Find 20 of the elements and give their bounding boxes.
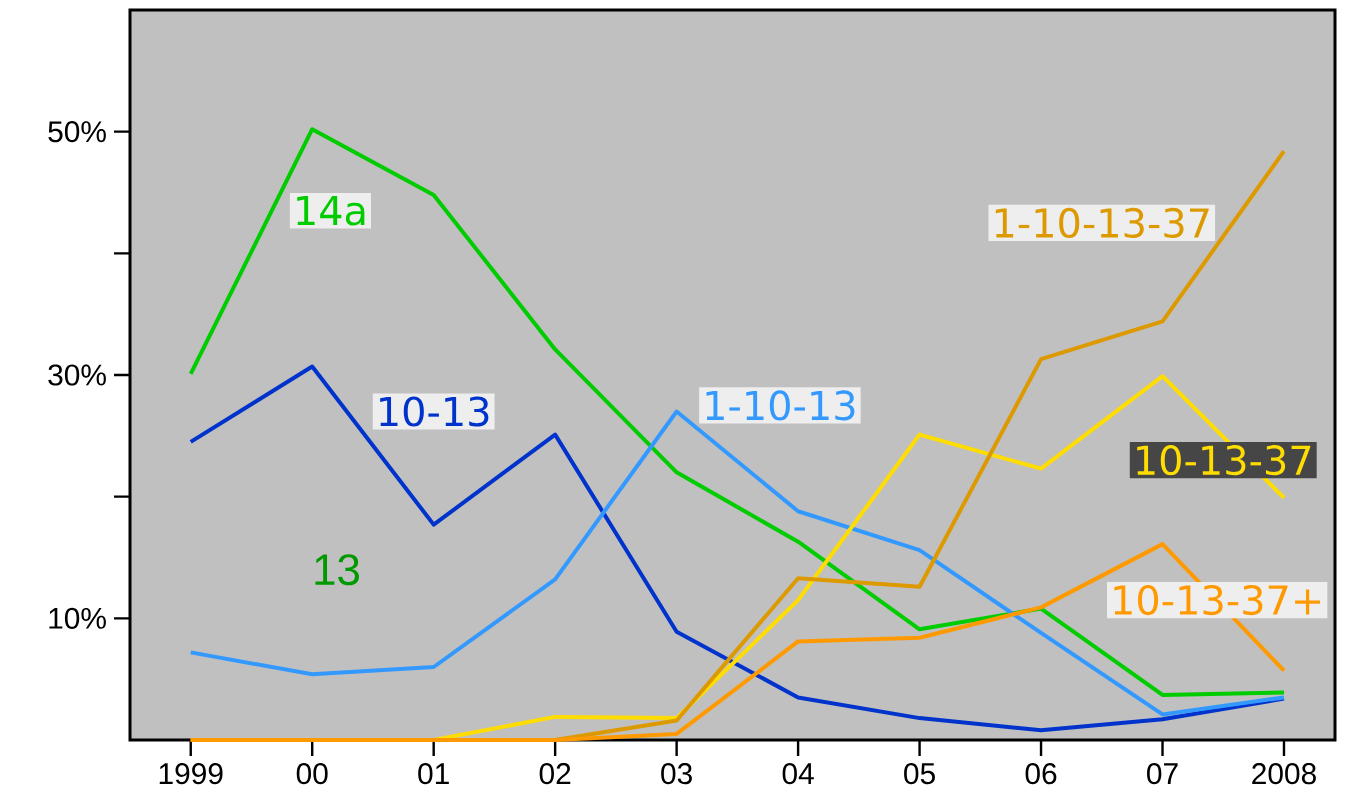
series-label: 14a [297,195,365,226]
x-tick-label: 06 [1025,763,1057,785]
x-tick-label: 04 [782,763,814,785]
annotation: 13 [315,554,359,586]
y-tick-label: 10% [49,607,106,629]
y-tick-label: 30% [48,364,106,386]
x-tick-label: 07 [1147,763,1178,785]
x-tick-label: 02 [539,763,571,785]
x-tick-label: 03 [661,763,692,785]
x-tick-label: 05 [904,763,935,785]
y-tick-label: 50% [48,121,106,143]
series-label: 10-13-37 [1137,445,1311,476]
x-tick-label: 01 [418,763,449,785]
series-label: 10-13 [380,396,489,427]
x-tick-label: 2008 [1252,763,1316,785]
x-tick-label: 00 [296,763,328,785]
series-label: 1-10-13 [706,390,855,421]
series-label: 10-13-37+ [1114,585,1321,616]
series-label: 1-10-13-37 [995,207,1209,238]
x-tick-label: 1999 [159,763,223,785]
